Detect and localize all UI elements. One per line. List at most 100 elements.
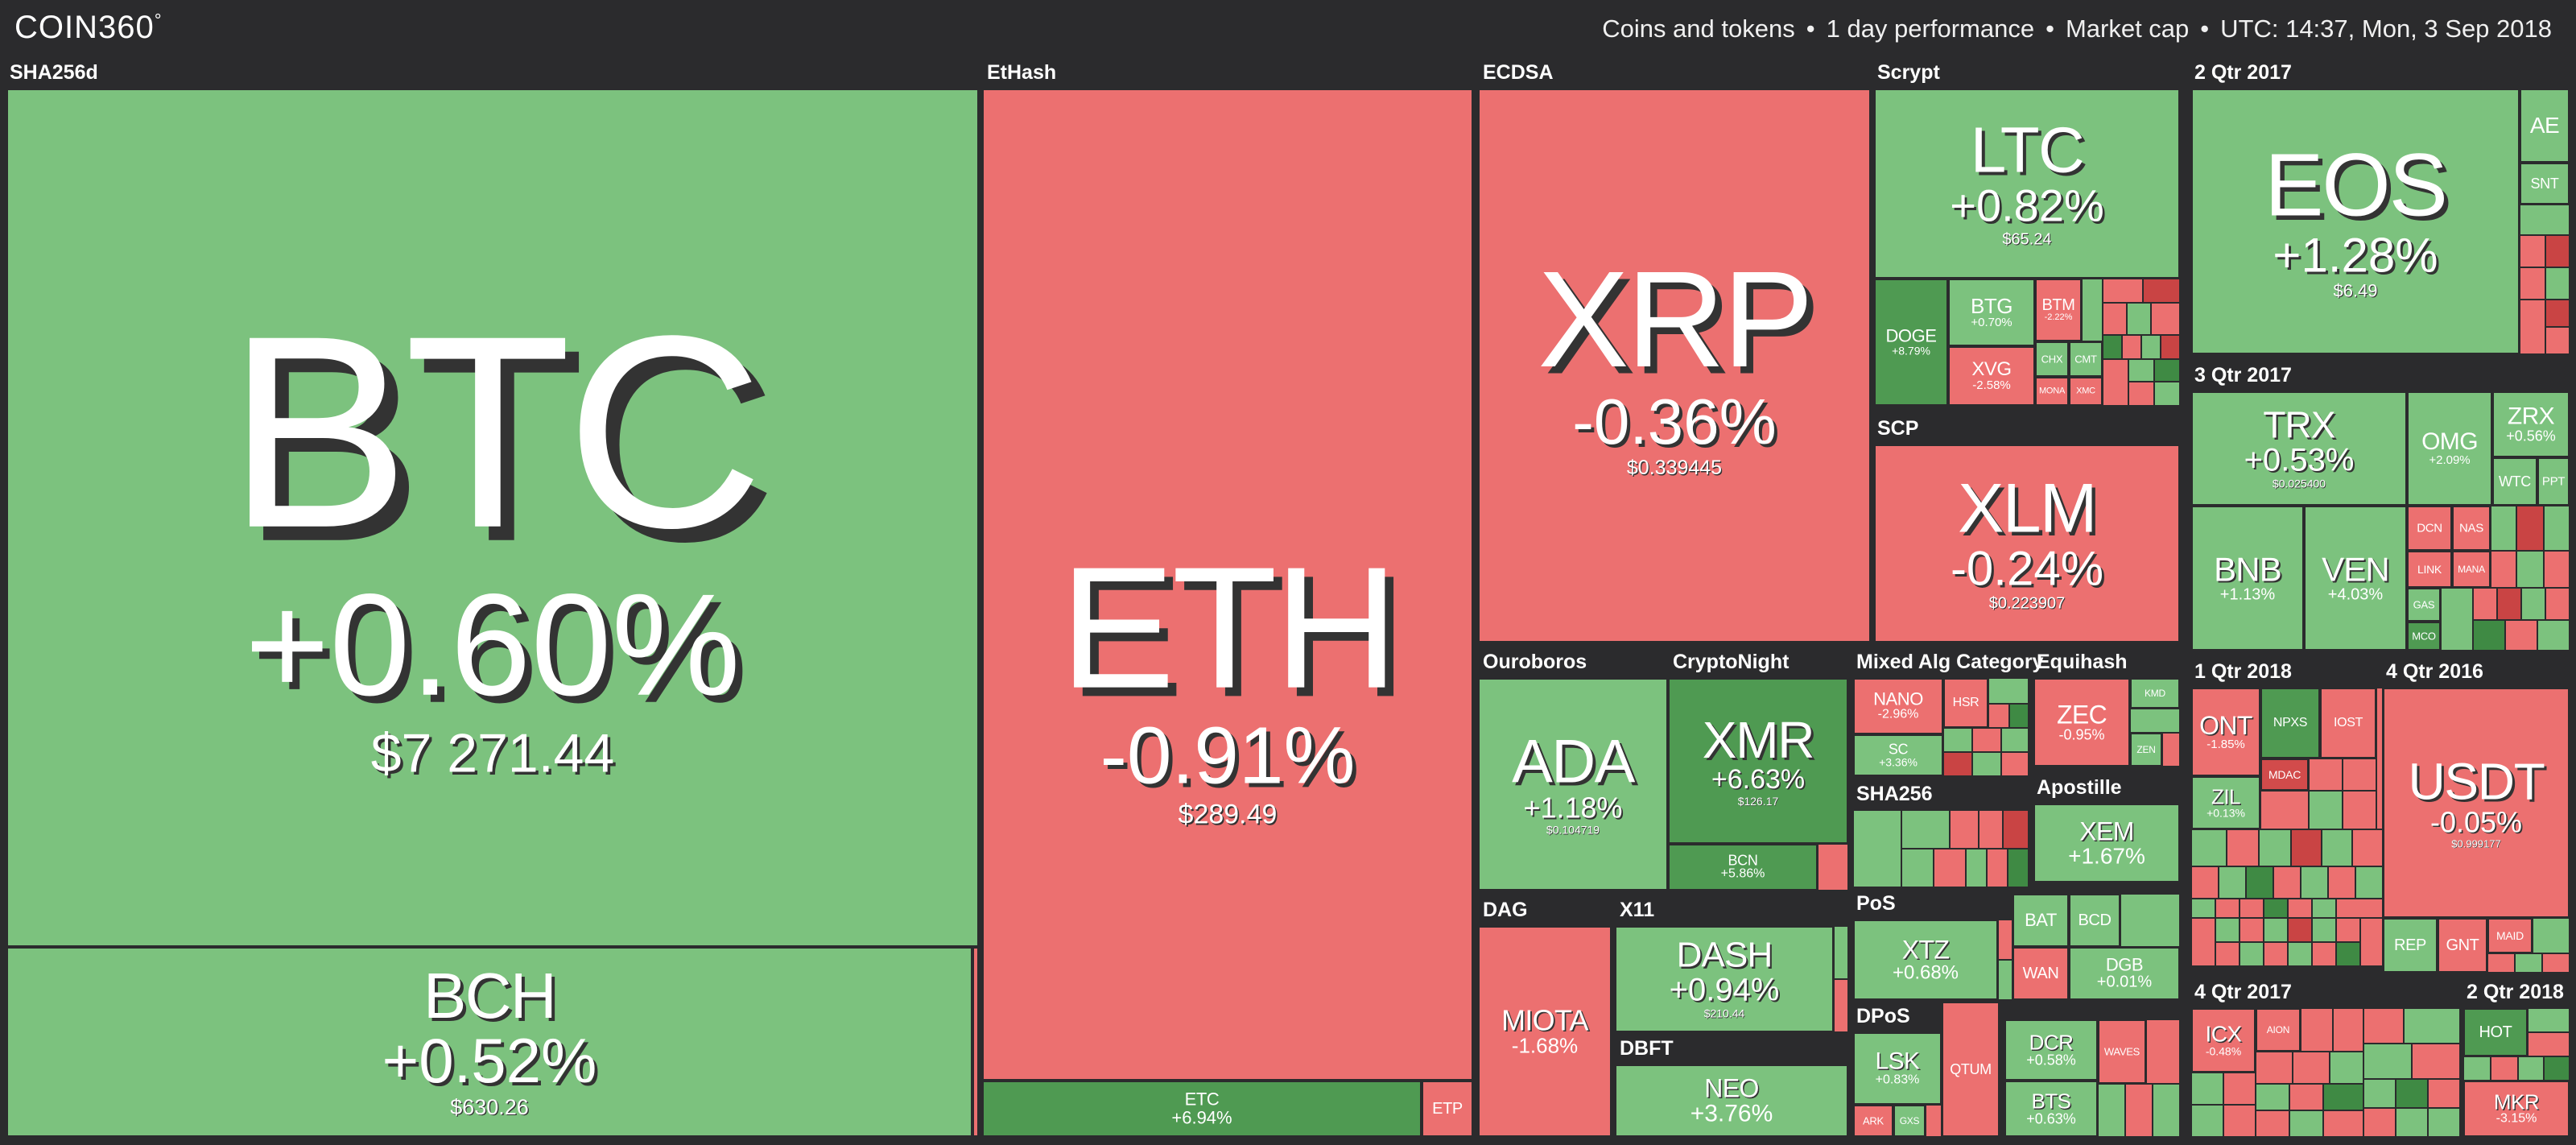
coin-tile-small[interactable] <box>2491 506 2516 551</box>
coin-tile-small[interactable] <box>2343 759 2376 791</box>
coin-tile-npxs[interactable]: NPXS <box>2260 688 2320 759</box>
coin-tile-small[interactable] <box>1834 979 1848 1032</box>
coin-tile-small[interactable] <box>2264 899 2288 918</box>
coin-tile-small[interactable] <box>2143 279 2180 303</box>
coin-tile-small[interactable] <box>2120 894 2180 947</box>
coin-tile-small[interactable] <box>2312 899 2336 918</box>
coin-tile-small[interactable] <box>2545 300 2570 327</box>
coin-tile-small[interactable] <box>2301 1008 2333 1052</box>
coin-tile-small[interactable] <box>2191 866 2219 899</box>
coin-tile-small[interactable] <box>2289 1110 2323 1137</box>
coin-tile-small[interactable] <box>2528 1032 2570 1056</box>
coin-tile-small[interactable] <box>2264 942 2288 966</box>
coin-tile-usdt[interactable]: USDT -0.05% $0.999177 <box>2383 688 2570 918</box>
coin-tile-small[interactable] <box>1818 844 1848 891</box>
filter-selector[interactable]: Coins and tokens <box>1602 14 1795 43</box>
coin-tile-small[interactable] <box>1979 810 2003 849</box>
coin-tile-small[interactable] <box>1901 810 1950 849</box>
coin-tile-dgb[interactable]: DGB +0.01% <box>2069 947 2180 1000</box>
coin-tile-small[interactable] <box>2328 866 2355 899</box>
coin-tile-small[interactable] <box>1972 752 2001 776</box>
coin-tile-wan[interactable]: WAN <box>2013 947 2069 1000</box>
coin-tile-small[interactable] <box>2288 918 2312 942</box>
coin-tile-eos[interactable]: EOS +1.28% $6.49 <box>2191 89 2520 354</box>
coin-tile-small[interactable] <box>2542 953 2570 973</box>
coin-tile-zec[interactable]: ZEC -0.95% <box>2033 678 2130 767</box>
coin-tile-small[interactable] <box>2497 588 2521 620</box>
coin-tile-small[interactable] <box>2191 918 2215 966</box>
coin-tile-small[interactable] <box>2301 866 2328 899</box>
coin-tile-dcr[interactable]: DCR +0.58% <box>2004 1019 2098 1081</box>
coin-tile-small[interactable] <box>2103 359 2128 406</box>
metric-selector[interactable]: Market cap <box>2065 14 2190 43</box>
coin-tile-bat[interactable]: BAT <box>2013 894 2069 947</box>
coin-tile-small[interactable] <box>2352 829 2383 866</box>
coin-tile-small[interactable] <box>2288 899 2312 918</box>
coin-tile-small[interactable] <box>2545 235 2570 267</box>
coin-tile-small[interactable] <box>2223 1105 2256 1137</box>
coin-tile-xem[interactable]: XEM +1.67% <box>2033 804 2180 883</box>
coin-tile-small[interactable] <box>2336 899 2383 918</box>
coin-tile-qtum[interactable]: QTUM <box>1942 1002 2000 1137</box>
coin-tile-small[interactable] <box>2240 942 2264 966</box>
coin-tile-small[interactable] <box>972 947 979 1137</box>
coin-tile-waves[interactable]: WAVES <box>2098 1019 2146 1084</box>
coin-tile-small[interactable] <box>2521 588 2545 620</box>
coin-tile-small[interactable] <box>2154 382 2180 406</box>
coin-tile-small[interactable] <box>2544 551 2570 588</box>
coin-tile-small[interactable] <box>2515 953 2542 973</box>
coin-tile-nano[interactable]: NANO -2.96% <box>1853 678 1943 734</box>
coin-tile-small[interactable] <box>2333 1008 2363 1052</box>
coin-tile-gxs[interactable]: GXS <box>1893 1105 1926 1137</box>
coin-tile-small[interactable] <box>2191 1073 2223 1105</box>
coin-tile-dash[interactable]: DASH +0.94% $210.44 <box>1615 926 1834 1032</box>
coin-tile-small[interactable] <box>2003 810 2029 849</box>
coin-tile-small[interactable] <box>2288 942 2312 966</box>
coin-tile-xvg[interactable]: XVG -2.58% <box>1948 346 2035 406</box>
coin-tile-gnt[interactable]: GNT <box>2438 918 2487 973</box>
coin-tile-small[interactable] <box>2336 918 2360 942</box>
coin-tile-small[interactable] <box>2404 1008 2460 1044</box>
coin-tile-icx[interactable]: ICX -0.48% <box>2191 1008 2256 1073</box>
coin-tile-small[interactable] <box>2246 866 2273 899</box>
coin-tile-cmt[interactable]: CMT <box>2069 341 2103 377</box>
coin-tile-small[interactable] <box>2215 899 2240 918</box>
coin-tile-wtc[interactable]: WTC <box>2492 457 2537 506</box>
coin-tile-small[interactable] <box>2008 849 2029 887</box>
coin-tile-small[interactable] <box>2128 359 2154 382</box>
coin-tile-ven[interactable]: VEN +4.03% <box>2304 506 2407 651</box>
coin-tile-eth[interactable]: ETH -0.91% $289.49 <box>982 89 1473 1081</box>
coin-tile-small[interactable] <box>2312 942 2336 966</box>
coin-tile-etp[interactable]: ETP <box>1422 1081 1473 1137</box>
coin-tile-mkr[interactable]: MKR -3.15% <box>2463 1081 2570 1137</box>
coin-tile-small[interactable] <box>2082 279 2103 341</box>
coin-tile-small[interactable] <box>2103 279 2143 303</box>
coin-tile-small[interactable] <box>2330 1052 2363 1084</box>
coin-tile-ada[interactable]: ADA +1.18% $0.104719 <box>1478 678 1668 891</box>
coin-tile-small[interactable] <box>2441 588 2473 651</box>
coin-tile-small[interactable] <box>1926 1105 1942 1137</box>
coin-tile-small[interactable] <box>2153 1084 2180 1137</box>
coin-tile-small[interactable] <box>2360 918 2383 966</box>
coin-tile-small[interactable] <box>2256 1052 2293 1084</box>
coin-tile-gas[interactable]: GAS <box>2407 588 2441 622</box>
coin-tile-small[interactable] <box>2219 866 2246 899</box>
coin-tile-snt[interactable]: SNT <box>2520 163 2570 205</box>
coin-tile-mona[interactable]: MONA <box>2035 377 2069 406</box>
coin-tile-small[interactable] <box>2537 620 2570 651</box>
coin-tile-mdac[interactable]: MDAC <box>2260 759 2309 791</box>
coin-tile-btc[interactable]: BTC +0.60% $7 271.44 <box>6 89 979 947</box>
coin-tile-small[interactable] <box>2473 620 2505 651</box>
coin-tile-small[interactable] <box>2151 303 2180 335</box>
coin-tile-iost[interactable]: IOST <box>2320 688 2376 759</box>
coin-tile-xlm[interactable]: XLM -0.24% $0.223907 <box>1874 444 2180 643</box>
coin-tile-small[interactable] <box>2487 953 2515 973</box>
coin-tile-small[interactable] <box>2215 942 2240 966</box>
coin-tile-small[interactable] <box>2098 1084 2125 1137</box>
coin-tile-ont[interactable]: ONT -1.85% <box>2191 688 2260 776</box>
coin-tile-small[interactable] <box>2520 267 2545 300</box>
coin-tile-small[interactable] <box>2520 205 2570 235</box>
coin-tile-small[interactable] <box>2264 918 2288 942</box>
coin-tile-small[interactable] <box>2323 1084 2363 1110</box>
coin-tile-chx[interactable]: CHX <box>2035 341 2069 377</box>
